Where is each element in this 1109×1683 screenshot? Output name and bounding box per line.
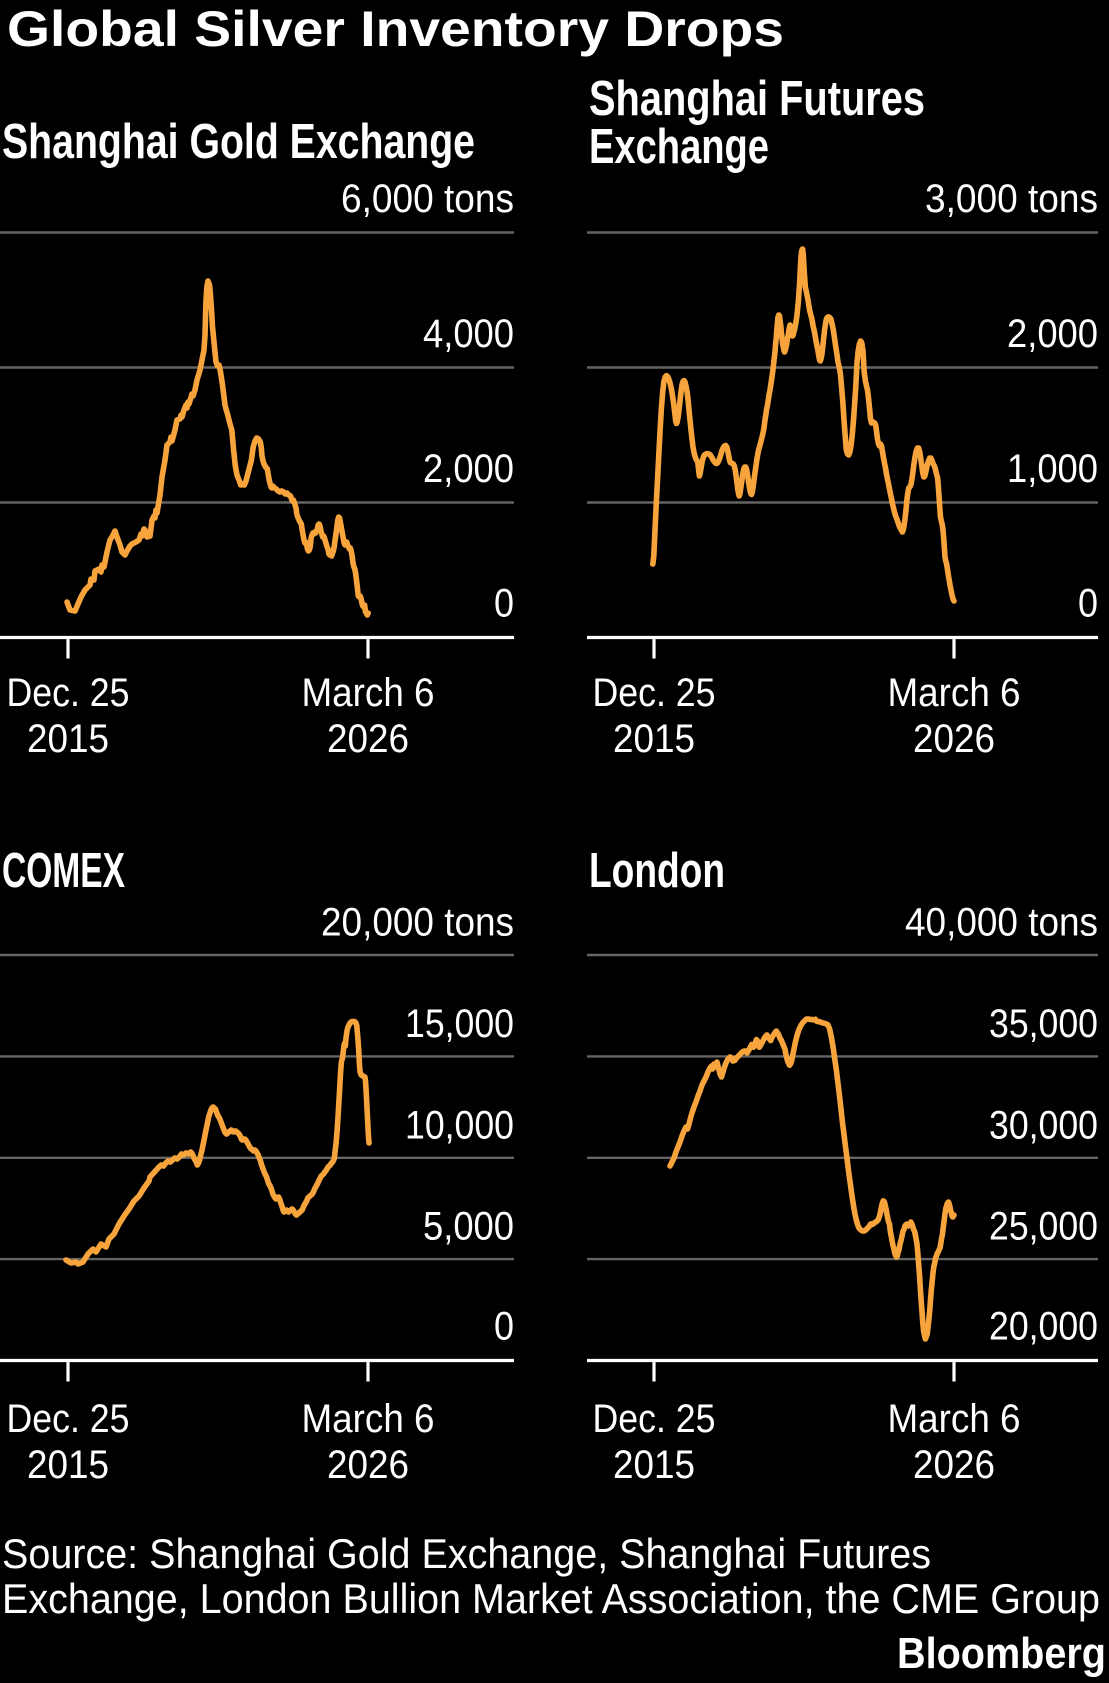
svg-text:March 6: March 6 xyxy=(302,1397,435,1441)
svg-text:2015: 2015 xyxy=(27,717,109,761)
svg-text:Global Silver Inventory Drops: Global Silver Inventory Drops xyxy=(7,1,784,57)
svg-text:March 6: March 6 xyxy=(302,671,435,715)
svg-text:20,000: 20,000 xyxy=(989,1305,1098,1349)
svg-text:2026: 2026 xyxy=(327,1443,409,1487)
svg-text:March 6: March 6 xyxy=(888,671,1021,715)
svg-text:Bloomberg: Bloomberg xyxy=(897,1629,1106,1678)
svg-text:2,000: 2,000 xyxy=(1007,312,1098,356)
svg-text:Dec. 25: Dec. 25 xyxy=(7,671,130,715)
svg-text:2026: 2026 xyxy=(327,717,409,761)
svg-text:2,000: 2,000 xyxy=(423,447,514,491)
svg-text:10,000: 10,000 xyxy=(405,1103,514,1147)
svg-text:Dec. 25: Dec. 25 xyxy=(593,671,716,715)
svg-text:1,000: 1,000 xyxy=(1007,447,1098,491)
svg-text:2015: 2015 xyxy=(613,1443,695,1487)
svg-text:London: London xyxy=(589,844,725,898)
svg-text:Source: Shanghai Gold Exchange: Source: Shanghai Gold Exchange, Shanghai… xyxy=(2,1530,931,1577)
svg-text:5,000: 5,000 xyxy=(423,1205,514,1249)
svg-text:Dec. 25: Dec. 25 xyxy=(593,1397,716,1441)
svg-text:30,000: 30,000 xyxy=(989,1103,1098,1147)
svg-text:Shanghai Gold Exchange: Shanghai Gold Exchange xyxy=(2,115,475,169)
svg-text:COMEX: COMEX xyxy=(2,844,125,898)
svg-text:2015: 2015 xyxy=(27,1443,109,1487)
svg-text:March 6: March 6 xyxy=(888,1397,1021,1441)
svg-text:20,000 tons: 20,000 tons xyxy=(321,901,514,945)
svg-text:6,000 tons: 6,000 tons xyxy=(341,177,514,221)
svg-text:2026: 2026 xyxy=(913,1443,995,1487)
svg-text:Shanghai Futures: Shanghai Futures xyxy=(589,72,925,126)
svg-text:40,000 tons: 40,000 tons xyxy=(905,901,1098,945)
svg-text:2026: 2026 xyxy=(913,717,995,761)
svg-text:4,000: 4,000 xyxy=(423,312,514,356)
svg-text:35,000: 35,000 xyxy=(989,1002,1098,1046)
svg-text:15,000: 15,000 xyxy=(405,1002,514,1046)
svg-text:Exchange: Exchange xyxy=(589,120,769,174)
svg-text:Exchange, London Bullion Marke: Exchange, London Bullion Market Associat… xyxy=(2,1575,1100,1622)
svg-text:2015: 2015 xyxy=(613,717,695,761)
svg-text:25,000: 25,000 xyxy=(989,1205,1098,1249)
svg-text:Dec. 25: Dec. 25 xyxy=(7,1397,130,1441)
svg-text:0: 0 xyxy=(494,582,514,626)
svg-text:0: 0 xyxy=(1078,582,1098,626)
svg-text:0: 0 xyxy=(494,1305,514,1349)
svg-text:3,000 tons: 3,000 tons xyxy=(925,177,1098,221)
